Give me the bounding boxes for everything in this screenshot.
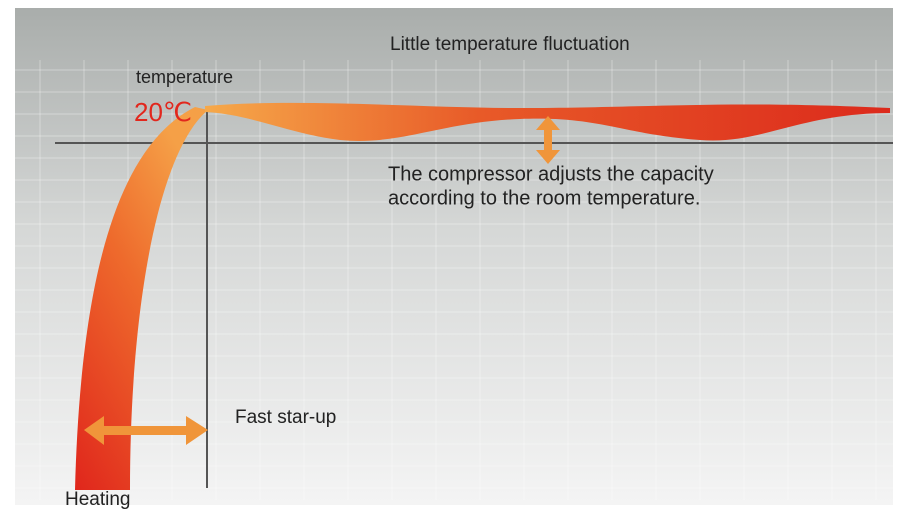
horizontal-arrow: [84, 416, 208, 445]
title: Little temperature fluctuation: [390, 34, 630, 55]
vertical-arrow: [536, 116, 560, 164]
heating-curve: [75, 107, 208, 490]
fast-startup: Fast star-up: [235, 407, 336, 428]
set-point: 20℃: [134, 97, 192, 127]
note-line: according to the room temperature.: [388, 187, 700, 209]
background: [15, 8, 893, 505]
note-line: The compressor adjusts the capacity: [388, 163, 714, 185]
grid: [15, 60, 893, 500]
temperature-wave: [205, 102, 890, 141]
heating-label: Heating: [65, 489, 131, 510]
y-label: temperature: [136, 67, 233, 87]
